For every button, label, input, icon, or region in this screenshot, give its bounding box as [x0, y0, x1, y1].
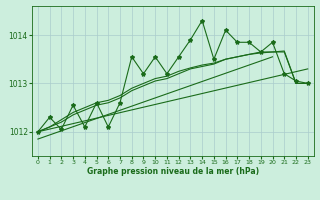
X-axis label: Graphe pression niveau de la mer (hPa): Graphe pression niveau de la mer (hPa) [87, 167, 259, 176]
